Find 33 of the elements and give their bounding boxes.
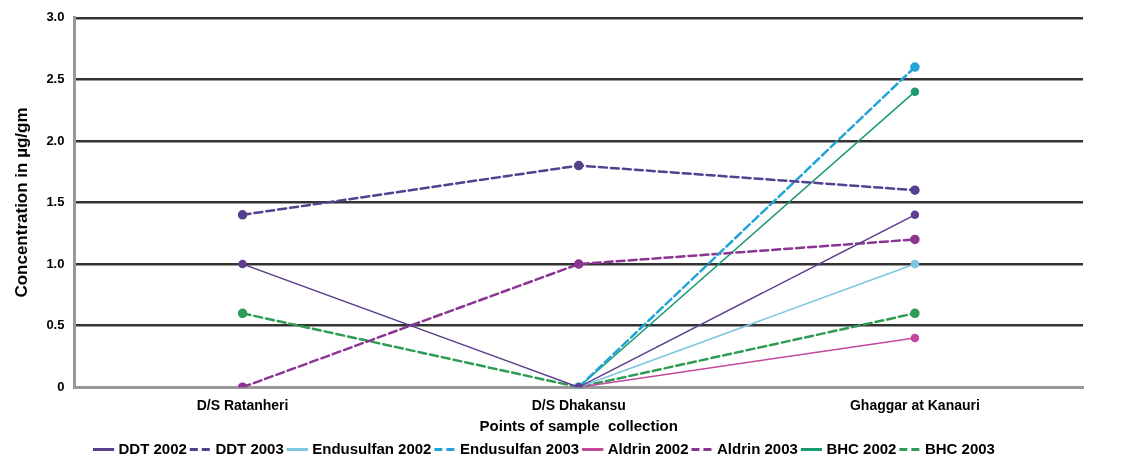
point: [237, 210, 248, 220]
y-tick-label: 2.0: [46, 132, 65, 148]
point: [238, 259, 247, 269]
y-tick-label: 0: [57, 378, 65, 394]
y-tick-label: 0.5: [46, 317, 65, 333]
x-tick-label: Ghaggar at Kanauri: [849, 397, 980, 414]
y-axis-title: Concentration in µg/gm: [11, 107, 31, 298]
legend-label: BHC 2003: [924, 439, 995, 457]
legend-label: DDT 2002: [118, 439, 187, 457]
y-tick-label: 3.0: [46, 9, 65, 25]
legend-label: DDT 2003: [215, 439, 284, 457]
point: [910, 185, 920, 195]
legend-label: Endusulfan 2003: [459, 439, 580, 457]
y-tick-label: 1.5: [46, 194, 65, 210]
x-axis-title: Points of sample collection: [479, 417, 678, 435]
point: [910, 234, 920, 245]
point: [910, 308, 920, 319]
point: [910, 87, 920, 96]
y-tick-label: 2.5: [46, 70, 65, 86]
point: [910, 62, 920, 72]
point: [237, 308, 248, 319]
x-tick-label: D/S Dhakansu: [531, 397, 626, 414]
point: [573, 259, 584, 269]
point: [910, 259, 920, 269]
x-tick-label: D/S Ratanheri: [196, 397, 289, 414]
legend-label: Endusulfan 2002: [312, 439, 432, 457]
legend-label: Aldrin 2003: [717, 439, 798, 457]
point: [573, 160, 584, 171]
point: [910, 210, 920, 220]
y-tick-label: 1.0: [46, 255, 65, 271]
point: [910, 333, 920, 343]
legend-label: Aldrin 2002: [607, 439, 689, 457]
legend-label: BHC 2002: [826, 439, 897, 457]
